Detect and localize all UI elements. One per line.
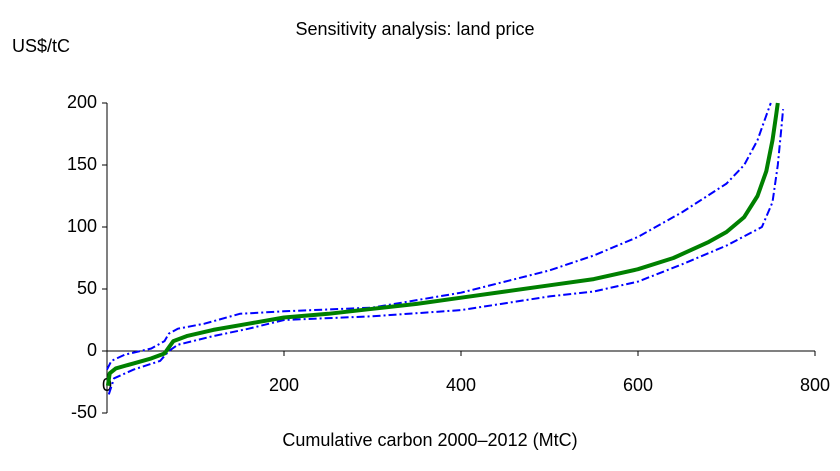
y-tick-label: -50 xyxy=(71,402,97,422)
x-axis-label: Cumulative carbon 2000–2012 (MtC) xyxy=(282,430,577,450)
bound-line xyxy=(106,102,772,371)
x-tick-label: 400 xyxy=(446,375,476,395)
y-tick-label: 150 xyxy=(67,154,97,174)
x-tick-label: 600 xyxy=(623,375,653,395)
x-tick-label: 800 xyxy=(800,375,830,395)
central-line xyxy=(105,102,780,386)
y-tick-label: 100 xyxy=(67,216,97,236)
y-tick-label: 0 xyxy=(87,340,97,360)
bound-line xyxy=(107,109,785,395)
y-tick-label: 200 xyxy=(67,92,97,112)
x-tick-label: 200 xyxy=(269,375,299,395)
y-axis-label: US$/tC xyxy=(12,36,70,56)
chart-title: Sensitivity analysis: land price xyxy=(295,19,534,39)
y-tick-label: 50 xyxy=(77,278,97,298)
